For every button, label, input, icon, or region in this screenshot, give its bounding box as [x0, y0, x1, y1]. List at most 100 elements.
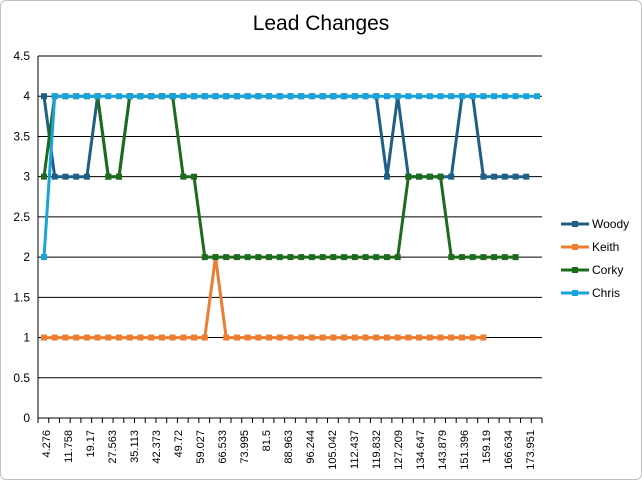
data-point-chris: [426, 93, 433, 100]
data-point-corky: [437, 173, 444, 180]
data-point-keith: [201, 334, 208, 341]
x-tick-label: 49.72: [173, 430, 185, 458]
legend-marker-keith: [572, 244, 578, 250]
data-point-keith: [276, 334, 283, 341]
legend-label-corky: Corky: [592, 263, 623, 277]
y-tick-label: 1: [23, 331, 30, 345]
data-point-chris: [276, 93, 283, 100]
data-point-chris: [319, 93, 326, 100]
data-point-chris: [458, 93, 465, 100]
gridlines: [38, 55, 542, 419]
data-point-corky: [416, 173, 423, 180]
data-point-woody: [73, 173, 80, 180]
data-point-keith: [373, 334, 380, 341]
data-point-keith: [448, 334, 455, 341]
series-group: [41, 93, 540, 341]
data-point-chris: [287, 93, 294, 100]
x-tick-label: 27.563: [107, 430, 119, 464]
data-point-corky: [480, 254, 487, 261]
data-point-keith: [255, 334, 262, 341]
data-point-chris: [201, 93, 208, 100]
data-point-chris: [383, 93, 390, 100]
data-point-chris: [416, 93, 423, 100]
y-tick-label: 4: [23, 89, 30, 103]
data-point-chris: [308, 93, 315, 100]
data-point-chris: [83, 93, 90, 100]
data-point-chris: [51, 93, 58, 100]
data-point-corky: [351, 254, 358, 261]
data-point-woody: [51, 173, 58, 180]
data-point-corky: [501, 254, 508, 261]
x-axis: 4.276 11.758 19.17 27.563 35.113 42.373 49.72 5…: [37, 56, 543, 470]
data-point-keith: [394, 334, 401, 341]
x-tick-label: 88.963: [283, 430, 295, 464]
data-point-chris: [94, 93, 101, 100]
y-tick-label: 3: [23, 170, 30, 184]
x-tick-label: 127.209: [393, 430, 405, 470]
data-point-keith: [191, 334, 198, 341]
data-point-corky: [330, 254, 337, 261]
data-point-keith: [105, 334, 112, 341]
data-point-corky: [180, 173, 187, 180]
x-tick-label: 105.042: [327, 430, 339, 470]
data-point-keith: [148, 334, 155, 341]
data-point-corky: [41, 173, 47, 180]
data-point-chris: [116, 93, 123, 100]
x-tick-label: 173.951: [525, 430, 537, 470]
data-point-chris: [105, 93, 112, 100]
data-point-corky: [201, 254, 208, 261]
data-point-corky: [255, 254, 262, 261]
data-point-keith: [330, 334, 337, 341]
x-tick-label: 4.276: [41, 430, 53, 458]
data-point-chris: [126, 93, 133, 100]
data-point-keith: [126, 334, 133, 341]
data-point-chris: [394, 93, 401, 100]
x-tick-label: 42.373: [151, 430, 163, 464]
legend-marker-chris: [572, 290, 578, 296]
data-point-keith: [480, 334, 487, 341]
data-point-chris: [169, 93, 176, 100]
data-point-corky: [233, 254, 240, 261]
data-point-woody: [83, 173, 90, 180]
data-point-chris: [298, 93, 305, 100]
data-point-chris: [330, 93, 337, 100]
data-point-keith: [351, 334, 358, 341]
data-point-corky: [362, 254, 369, 261]
x-tick-label: 11.758: [63, 430, 75, 463]
x-tick-label: 151.396: [459, 430, 471, 470]
data-point-chris: [62, 93, 69, 100]
x-tick-label: 81.5: [261, 430, 273, 451]
y-tick-label: 3.5: [13, 129, 30, 143]
data-point-keith: [362, 334, 369, 341]
data-point-chris: [244, 93, 251, 100]
data-point-corky: [448, 254, 455, 261]
data-point-corky: [405, 173, 412, 180]
data-point-woody: [523, 173, 530, 180]
x-tick-label: 134.647: [415, 430, 427, 470]
data-point-corky: [458, 254, 465, 261]
data-point-keith: [405, 334, 412, 341]
data-point-keith: [116, 334, 123, 341]
y-tick-label: 2.5: [13, 210, 30, 224]
data-point-keith: [169, 334, 176, 341]
data-point-keith: [416, 334, 423, 341]
data-point-chris: [469, 93, 476, 100]
x-tick-label: 119.832: [371, 430, 383, 469]
data-point-chris: [212, 93, 219, 100]
data-point-woody: [501, 173, 508, 180]
x-tick-label: 35.113: [129, 430, 141, 463]
data-point-corky: [373, 254, 380, 261]
data-point-corky: [469, 254, 476, 261]
data-point-corky: [383, 254, 390, 261]
data-point-keith: [51, 334, 58, 341]
data-point-keith: [469, 334, 476, 341]
data-point-keith: [319, 334, 326, 341]
data-point-woody: [383, 173, 390, 180]
data-point-corky: [105, 173, 112, 180]
data-point-keith: [94, 334, 101, 341]
x-tick-label: 59.027: [195, 430, 207, 464]
data-point-woody: [480, 173, 487, 180]
series-chris: [41, 93, 540, 261]
data-point-keith: [308, 334, 315, 341]
